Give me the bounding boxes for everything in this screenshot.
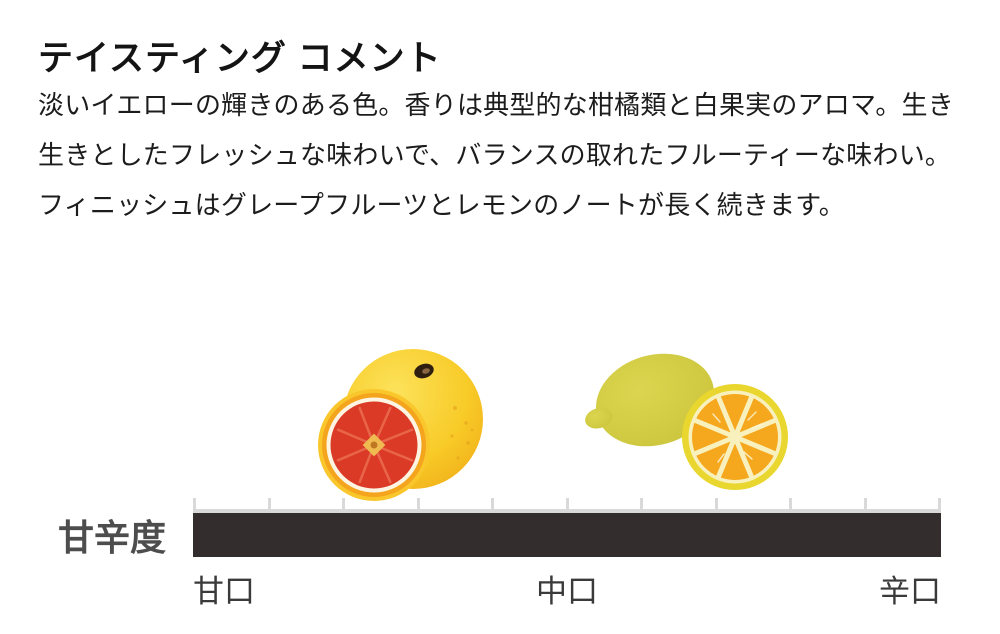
tick-mark: [640, 498, 643, 513]
description-line: 生きとしたフレッシュな味わいで、バランスの取れたフルーティーな味わい。: [38, 140, 952, 170]
scale-bar: [193, 513, 941, 557]
scale-ruler: [193, 498, 941, 513]
tick-mark: [863, 498, 867, 513]
tick-mark: [193, 498, 196, 513]
grapefruit-icon: [318, 349, 483, 501]
tick-mark: [714, 498, 718, 513]
scale-label-dry: 辛口: [879, 574, 941, 609]
tick-mark: [938, 498, 941, 513]
description-line: フィニッシュはグレープフルーツとレモンのノートが長く続きます。: [38, 190, 846, 220]
tick-mark: [789, 498, 792, 513]
tick-mark: [565, 498, 569, 513]
lemon-icon: [585, 353, 788, 490]
scale-label-medium: 中口: [536, 574, 598, 609]
tasting-description: 淡いイエローの輝きのある色。香りは典型的な柑橘類と白果実のアロマ。生き 生きとし…: [38, 80, 978, 230]
scale-title: 甘辛度: [58, 517, 167, 558]
tick-mark: [491, 498, 494, 513]
description-line: 淡いイエローの輝きのある色。香りは典型的な柑橘類と白果実のアロマ。生き: [38, 90, 954, 120]
scale-axis-labels: 甘口 中口 辛口: [193, 566, 941, 611]
tick-mark: [416, 498, 420, 513]
scale-label-sweet: 甘口: [193, 574, 255, 609]
tick-mark: [267, 498, 271, 513]
tick-mark: [342, 498, 345, 513]
page-title: テイスティング コメント: [38, 39, 442, 78]
